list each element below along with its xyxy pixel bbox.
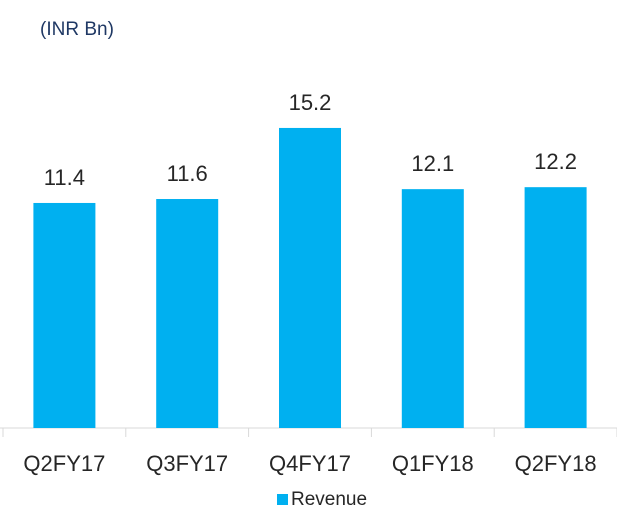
legend-swatch [277,494,288,505]
value-label: 11.6 [167,161,208,186]
bar [524,187,587,428]
chart-title: (INR Bn) [40,19,114,40]
x-tick-label: Q3FY17 [146,451,228,476]
x-tick-label: Q4FY17 [269,451,351,476]
bar [33,202,96,428]
value-label: 15.2 [289,90,332,115]
bar [156,199,219,428]
legend-label: Revenue [291,489,367,510]
x-tick-label: Q1FY18 [392,451,474,476]
value-label: 12.2 [534,149,577,174]
x-tick-label: Q2FY18 [515,451,597,476]
bar [279,127,341,429]
x-tick-label: Q2FY17 [23,451,105,476]
bar [401,189,464,428]
value-label: 12.1 [411,151,454,176]
value-label: 11.4 [44,165,85,190]
